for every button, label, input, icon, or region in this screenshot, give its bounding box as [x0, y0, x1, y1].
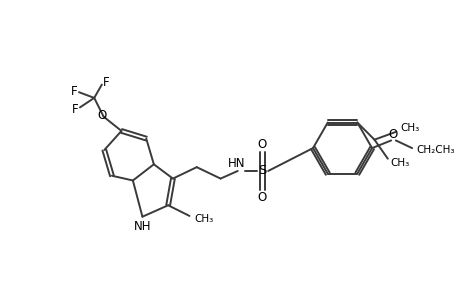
Text: F: F: [103, 76, 110, 89]
Text: F: F: [72, 103, 78, 116]
Text: CH₃: CH₃: [194, 214, 213, 224]
Text: S: S: [258, 164, 266, 178]
Text: O: O: [387, 128, 397, 141]
Text: CH₃: CH₃: [390, 158, 409, 169]
Text: F: F: [71, 85, 78, 98]
Text: HN: HN: [228, 157, 245, 170]
Text: CH₃: CH₃: [399, 123, 419, 133]
Text: O: O: [97, 109, 106, 122]
Text: NH: NH: [134, 220, 151, 233]
Text: O: O: [257, 138, 267, 151]
Text: CH₂CH₃: CH₂CH₃: [416, 145, 454, 155]
Text: O: O: [257, 191, 267, 204]
